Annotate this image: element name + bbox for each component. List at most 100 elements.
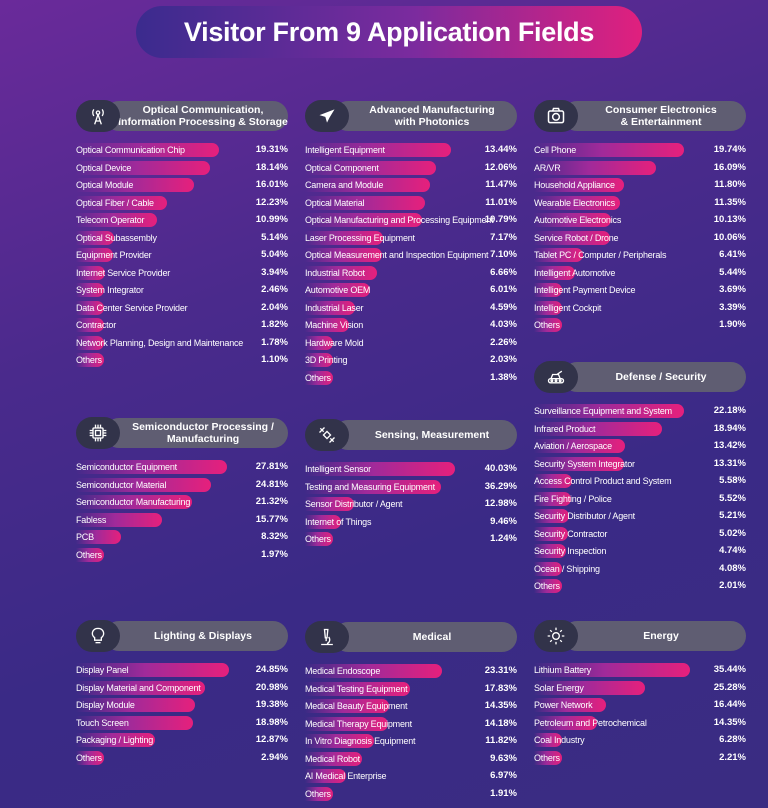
bar xyxy=(305,353,333,367)
bar-value: 24.85% xyxy=(255,664,288,675)
microscope-icon xyxy=(305,621,349,653)
bar xyxy=(76,213,158,227)
bar-label: Packaging / Lighting xyxy=(76,735,154,745)
bar-value: 11.80% xyxy=(714,179,746,190)
bar-value: 5.58% xyxy=(719,475,746,486)
bar xyxy=(76,477,211,492)
bar xyxy=(534,283,563,297)
bar-row: Display Material and Component 20.98% xyxy=(76,679,288,697)
bar-row: Contractor 1.82% xyxy=(76,316,288,334)
bar-value: 9.63% xyxy=(490,752,517,764)
panel-rows: Semiconductor Equipment 27.81% Semiconduct… xyxy=(76,458,288,563)
bar xyxy=(76,160,211,175)
bar-value: 14.35% xyxy=(484,700,517,711)
bar-label: Display Panel xyxy=(76,665,129,675)
panel-header: Semiconductor Processing / Manufacturing xyxy=(76,417,288,449)
satellite-icon xyxy=(305,419,349,451)
bar-value: 4.74% xyxy=(719,545,746,556)
bar-value: 22.18% xyxy=(713,405,746,416)
bar-label: Automotive Electronics xyxy=(534,215,622,225)
bar-label: Security Distributor / Agent xyxy=(534,511,635,521)
bar xyxy=(534,509,570,523)
panel-rows: Lithium Battery 35.44% Solar Energy 25.28% P… xyxy=(534,661,746,766)
bar xyxy=(305,318,349,332)
bar-value: 2.04% xyxy=(261,301,288,313)
bar-value: 19.31% xyxy=(255,144,288,155)
bar xyxy=(534,491,572,506)
bar-label: Tablet PC / Computer / Peripherals xyxy=(534,250,667,260)
bar-row: Touch Screen 18.98% xyxy=(76,714,288,732)
bar-label: Others xyxy=(534,581,560,591)
panel-header: Lighting & Displays xyxy=(76,620,288,652)
bar-label: Solar Energy xyxy=(534,682,584,693)
bar-row: Optical Communication Chip 19.31% xyxy=(76,141,288,159)
panel-semiconductor-processing-manufacturing: Semiconductor Processing / Manufacturing S… xyxy=(76,417,288,563)
bar-row: Petroleum and Petrochemical 14.35% xyxy=(534,714,746,732)
bar-row: Security Distributor / Agent 5.21% xyxy=(534,507,746,525)
bar xyxy=(76,353,104,367)
bar-row: Others 2.94% xyxy=(76,749,288,767)
bar xyxy=(305,716,389,731)
bar-value: 2.26% xyxy=(490,336,517,348)
bar-row: Optical Fiber / Cable 12.23% xyxy=(76,194,288,212)
bar-value: 6.01% xyxy=(490,284,517,295)
bar-label: PCB xyxy=(76,532,94,542)
bar-row: Medical Beauty Equipment 14.35% xyxy=(305,697,517,715)
bar-value: 5.21% xyxy=(719,510,746,521)
bar-label: Optical Communication Chip xyxy=(76,145,185,155)
bar-value: 1.90% xyxy=(719,319,746,330)
bar-value: 15.77% xyxy=(255,513,288,525)
bar-value: 1.24% xyxy=(490,533,517,544)
bar xyxy=(534,318,562,332)
bar-value: 2.01% xyxy=(719,580,746,591)
bar-label: Display Module xyxy=(76,700,135,710)
bar xyxy=(305,160,436,175)
bar-label: Optical Manufacturing and Processing Equ… xyxy=(305,215,494,225)
bar-label: Intelligent Sensor xyxy=(305,464,371,474)
bar xyxy=(534,526,568,541)
bar xyxy=(534,143,685,157)
bar-row: Optical Component 12.06% xyxy=(305,159,517,177)
bar-value: 5.44% xyxy=(719,266,746,278)
bar xyxy=(305,248,383,262)
panel-title: Optical Communication, Information Proces… xyxy=(104,101,288,131)
bar-label: Surveillance Equipment and System xyxy=(534,406,672,416)
bar xyxy=(76,318,104,332)
bar-row: Intelligent Equipment 13.44% xyxy=(305,141,517,159)
bar xyxy=(76,335,104,350)
bar-row: Tablet PC / Computer / Peripherals 6.41% xyxy=(534,246,746,264)
bar xyxy=(534,474,572,488)
bar-row: Household Appliance 11.80% xyxy=(534,176,746,194)
bar xyxy=(305,497,354,511)
bar-row: Service Robot / Drone 10.06% xyxy=(534,229,746,247)
bar-label: Industrial Robot xyxy=(305,267,365,278)
bar-row: Optical Module 16.01% xyxy=(76,176,288,194)
bar-value: 14.18% xyxy=(484,717,517,729)
bar-label: Data Center Service Provider xyxy=(76,302,188,313)
bar-row: Others 1.91% xyxy=(305,785,517,803)
panel-rows: Intelligent Sensor 40.03% Testing and Meas… xyxy=(305,460,517,548)
bar-row: Telecom Operator 10.99% xyxy=(76,211,288,229)
bar-value: 13.31% xyxy=(713,457,746,469)
tower-icon xyxy=(76,100,120,132)
bar-label: Others xyxy=(534,320,560,330)
bar-label: Optical Measurement and Inspection Equip… xyxy=(305,250,489,260)
bar-value: 4.59% xyxy=(490,301,517,313)
bar-value: 35.44% xyxy=(713,664,746,675)
panel-advanced-manufacturing-with-photonics: Advanced Manufacturing with Photonics Inte… xyxy=(305,100,517,386)
bar xyxy=(76,495,192,509)
bar xyxy=(76,195,167,210)
bar-label: Optical Material xyxy=(305,197,365,208)
bar xyxy=(76,530,122,544)
bar-row: Surveillance Equipment and System 22.18% xyxy=(534,402,746,420)
bar-value: 9.46% xyxy=(490,515,517,527)
bar xyxy=(76,698,196,712)
bar-value: 2.03% xyxy=(490,354,517,365)
bar-label: Automotive OEM xyxy=(305,285,371,295)
bar xyxy=(305,786,333,801)
bar-row: Optical Subassembly 5.14% xyxy=(76,229,288,247)
bar-value: 6.28% xyxy=(719,734,746,745)
panel-header: Consumer Electronics & Entertainment xyxy=(534,100,746,132)
bar-value: 11.01% xyxy=(485,196,517,208)
bar-label: Fire Fighting / Police xyxy=(534,493,612,504)
